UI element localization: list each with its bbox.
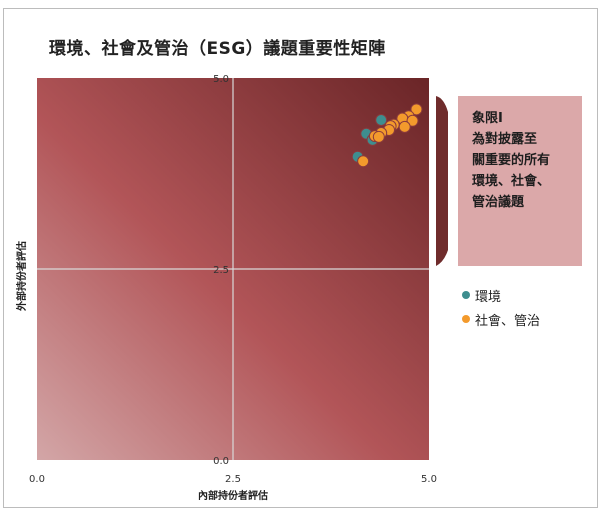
grid-layer: [37, 78, 429, 460]
y-tick-label: 5.0: [213, 74, 229, 85]
legend-label: 環境: [475, 289, 502, 305]
y-tick-label: 0.0: [213, 456, 229, 467]
data-point-environment: [375, 114, 388, 127]
legend-item-social-governance: 社會、管治: [462, 310, 541, 329]
quadrant-callout: [458, 96, 582, 266]
tick-layer: 0.0 2.5 5.0 0.0 2.5 5.0: [29, 74, 437, 485]
legend-label: 社會、管治: [475, 313, 541, 329]
data-point-social-governance: [406, 114, 419, 127]
x-tick-label: 5.0: [421, 474, 437, 485]
legend-marker: [462, 315, 470, 323]
legend-item-environment: 環境: [462, 286, 502, 305]
data-point-social-governance: [372, 130, 385, 143]
data-point-social-governance: [398, 120, 411, 133]
quadrant-callout-text: 象限I 為對披露至 關重要的所有 環境、社會、 管治議題: [472, 111, 551, 210]
data-point-social-governance: [357, 155, 370, 168]
legend-marker: [462, 291, 470, 299]
chart-title: 環境、社會及管治（ESG）議題重要性矩陣: [49, 39, 386, 59]
x-tick-label: 0.0: [29, 474, 45, 485]
data-point-social-governance: [410, 103, 423, 116]
point-layer: [351, 103, 423, 168]
y-tick-label: 2.5: [213, 265, 229, 276]
quadrant-bracket: [436, 96, 448, 266]
y-axis-label: 外部持份者評估: [15, 241, 28, 312]
x-axis-label: 內部持份者評估: [198, 489, 268, 502]
x-tick-label: 2.5: [225, 474, 241, 485]
